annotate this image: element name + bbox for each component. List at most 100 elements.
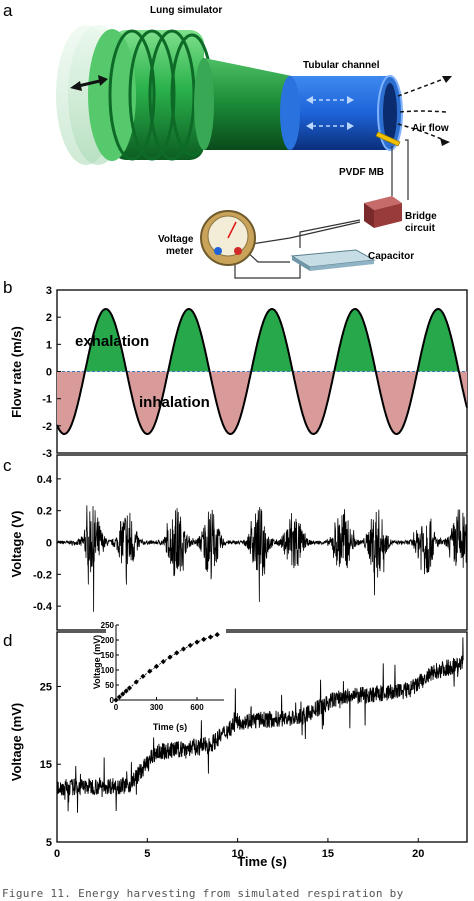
cone-adapter [204, 58, 292, 150]
inset-ytick-label: 250 [101, 621, 115, 630]
xtick-label: 0 [54, 848, 60, 860]
inset-point [140, 673, 146, 679]
inset-point [207, 634, 214, 640]
inset-ytick-label: 200 [101, 636, 115, 645]
exhalation-fill [334, 309, 376, 372]
inset-point [194, 639, 200, 645]
exhalation-fill [417, 309, 459, 372]
inset-xlabel: Time (s) [153, 722, 187, 732]
inset-ytick-label: 0 [110, 696, 115, 705]
figure-caption: Figure 11. Energy harvesting from simula… [2, 887, 404, 900]
inset-ytick-label: 150 [101, 651, 115, 660]
panel-a: a [3, 1, 452, 279]
inset-xtick-label: 300 [150, 703, 164, 712]
ytick-label: -0.2 [33, 569, 52, 581]
inhalation-fill [292, 371, 334, 434]
ytick-label: -3 [42, 448, 52, 460]
panel-letter-a: a [3, 1, 13, 20]
ylabel-stored-voltage: Voltage (mV) [9, 703, 24, 782]
inhalation-fill [375, 371, 417, 434]
lung-simulator [88, 29, 214, 161]
xtick-label: 5 [144, 848, 150, 860]
inset-point [116, 694, 122, 700]
panel-letter-c: c [3, 456, 12, 475]
plot-frame [56, 631, 468, 843]
pvdf-mb-strip [375, 131, 401, 147]
label-meter: meter [166, 246, 193, 257]
ytick-label: 0 [46, 538, 52, 550]
oscillation-arrow [70, 75, 108, 91]
inset-point [167, 654, 173, 660]
ytick-label: 0.4 [37, 474, 53, 486]
air-flow-arrows [397, 77, 447, 141]
ytick-label: 3 [46, 285, 52, 297]
xtick-label: 20 [412, 848, 424, 860]
label-bridge: Bridge [405, 211, 437, 222]
bridge-circuit [364, 196, 402, 228]
label-pvdf-mb: PVDF MB [339, 167, 384, 178]
ylabel-voltage: Voltage (V) [9, 511, 24, 578]
label-capacitor: Capacitor [368, 251, 414, 262]
voltage-meter [200, 210, 256, 266]
annotation-exhalation: exhalation [75, 333, 149, 350]
inset-ytick-label: 100 [101, 666, 115, 675]
inset-line [115, 634, 218, 701]
inset-point [133, 679, 139, 685]
flow-rate-fills [57, 309, 467, 434]
ytick-label: 0.2 [37, 506, 52, 518]
inset-point [201, 636, 207, 642]
voltage-ticks: 0.4 0.2 0 -0.2 -0.4 [33, 474, 61, 613]
panel-c: c 0.4 0.2 0 -0.2 -0.4 Voltage (V) [3, 454, 468, 631]
exhalation-fill [168, 309, 210, 372]
flow-rate-ticks: 3 2 1 0 -1 -2 -3 [42, 285, 61, 460]
label-lung-simulator: Lung simulator [150, 5, 222, 16]
inset-point [180, 646, 187, 652]
ytick-label: -1 [42, 394, 52, 406]
stored-voltage-axes [56, 631, 468, 843]
inset-ylabel: Voltage (mV) [92, 635, 102, 689]
ytick-label: 5 [46, 837, 52, 849]
annotation-inhalation: inhalation [139, 394, 210, 411]
inset-point [187, 642, 193, 648]
inset-point [214, 632, 220, 638]
inset-point [160, 659, 166, 665]
ytick-label: 15 [40, 759, 52, 771]
ytick-label: 1 [46, 339, 52, 351]
inset-point [153, 663, 160, 669]
inset-point [147, 668, 153, 674]
inset-point [123, 688, 129, 694]
xlabel-time: Time (s) [237, 854, 287, 869]
ytick-label: 2 [46, 312, 52, 324]
inset-axes [115, 625, 224, 701]
label-voltage: Voltage [158, 234, 194, 245]
inset-xtick-label: 0 [114, 703, 119, 712]
exhalation-fill [85, 309, 127, 372]
ytick-label: 0 [46, 367, 52, 379]
label-tubular-channel: Tubular channel [303, 60, 380, 71]
ylabel-flow-rate: Flow rate (m/s) [9, 326, 24, 418]
inset-xtick-label: 600 [190, 703, 204, 712]
flow-rate-curve [56, 307, 468, 436]
inset-point [174, 650, 180, 656]
tubular-channel [280, 75, 403, 151]
xtick-label: 15 [322, 848, 334, 860]
capacitor [290, 249, 376, 271]
inhalation-fill [210, 371, 252, 434]
ytick-label: -2 [42, 421, 52, 433]
label-air-flow: Air flow [412, 123, 449, 134]
ytick-label: 25 [40, 681, 52, 693]
panel-b: b 3 2 1 0 -1 -2 -3 exhalation inhalation Flow … [3, 278, 468, 460]
exhalation-fill [251, 309, 293, 372]
ytick-label: -0.4 [33, 601, 53, 613]
inset-chart: 250 200 150 100 50 00 300 600 Voltage (mV) Time… [92, 613, 226, 732]
stored-voltage-trace [56, 637, 464, 813]
inset-point [126, 685, 133, 691]
panel-letter-b: b [3, 278, 12, 297]
voltage-trace [56, 505, 468, 612]
inset-ticks: 250 200 150 100 50 00 300 600 [101, 621, 205, 712]
panel-letter-d: d [3, 631, 12, 650]
inset-ytick-label: 50 [105, 681, 114, 690]
